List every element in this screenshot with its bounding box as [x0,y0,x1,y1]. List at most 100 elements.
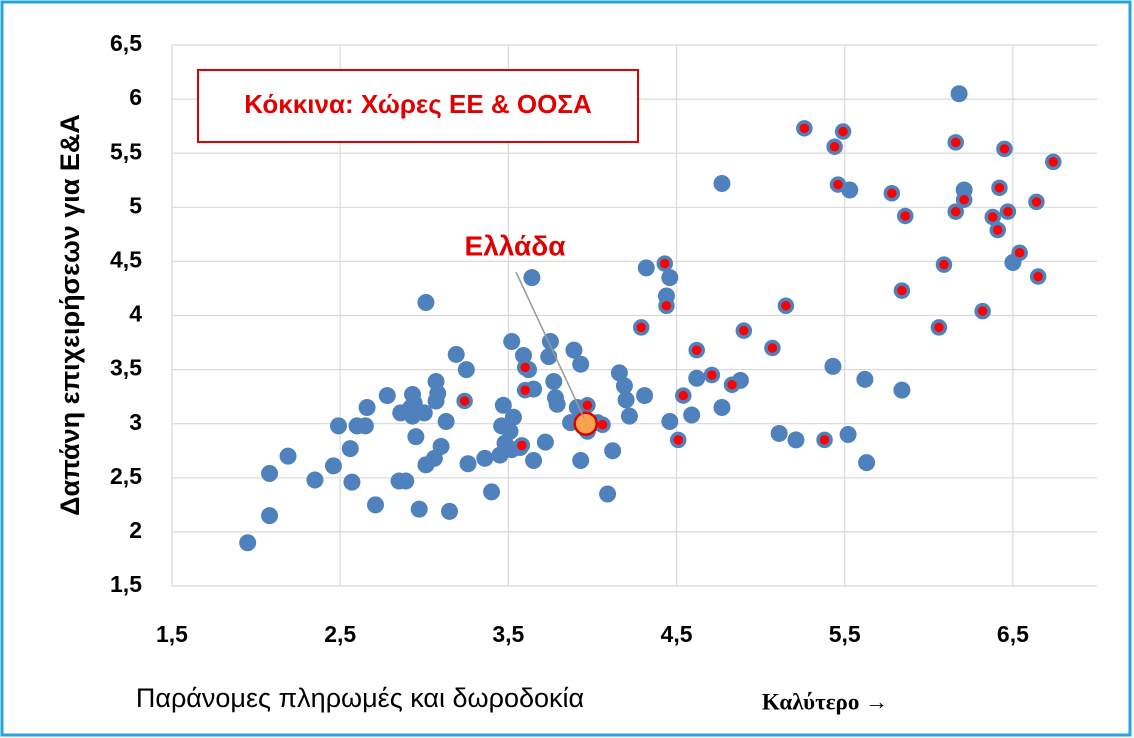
point [516,359,534,376]
point [358,398,376,416]
point [503,332,521,350]
point [437,413,455,431]
point [950,85,968,103]
point [723,376,741,393]
point [356,417,374,435]
point [713,174,731,192]
x-tick-label: 2,5 [324,621,356,647]
x-tick-label: 6,5 [997,621,1029,647]
point [636,387,654,405]
annotation-line [515,271,585,419]
point [661,413,679,431]
point [536,433,554,451]
point [261,507,279,525]
point [947,134,964,151]
x-tick-label: 1,5 [156,621,188,647]
point [545,373,563,391]
point [935,256,953,273]
point [816,431,833,449]
point [1011,244,1028,261]
point [999,203,1017,220]
point [324,457,342,475]
point [330,417,347,435]
point [897,207,914,225]
point [513,437,531,454]
point [279,447,297,465]
point [735,322,753,339]
point [476,449,494,467]
point [632,319,650,336]
point [661,269,679,287]
point [777,297,795,315]
point [688,369,706,387]
point [407,428,425,446]
point [683,406,701,424]
x-tick-label: 4,5 [661,621,693,647]
point [1045,153,1062,171]
point [839,426,857,444]
point [984,208,1001,226]
point [572,355,590,373]
point [261,464,279,482]
point [787,431,805,449]
point [974,302,991,320]
point [1028,193,1045,211]
point [764,339,781,357]
point [523,269,541,287]
point [893,381,911,399]
point [579,397,596,414]
y-tick-label: 3,5 [110,355,142,381]
point [858,454,876,472]
y-tick-label: 3 [129,409,142,435]
point [378,387,396,405]
y-tick-label: 4,5 [110,246,142,272]
point [826,138,843,155]
point [713,398,731,416]
point [856,370,874,388]
point [615,377,633,395]
point [501,422,519,440]
point [930,319,948,336]
y-tick-label: 2,5 [110,463,142,489]
greece-label: Ελλάδα [465,230,566,261]
point [617,391,635,409]
note: Κόκκινα: Χώρες ΕΕ & ΟΟΣΑ [244,89,592,119]
point [955,191,973,208]
point [432,437,450,455]
point [456,392,473,410]
point [341,440,359,458]
x-tick-label: 3,5 [492,621,524,647]
point [669,431,687,449]
point [367,496,384,514]
better-annotation: Καλύτερο → [762,689,888,714]
point [483,483,501,501]
point [573,411,598,436]
point [599,485,617,503]
point [829,176,847,193]
point [504,408,522,426]
point [883,184,901,202]
x-axis-label: Παράνομες πληρωμές και δωροδοκία [136,683,584,713]
point [239,534,257,552]
y-tick-label: 6,5 [110,30,142,56]
point [824,357,842,375]
y-tick-label: 1,5 [110,571,142,597]
point [397,472,415,490]
point [447,345,465,363]
y-tick-label: 5 [129,192,142,218]
point [991,179,1008,197]
point [565,341,583,359]
point [947,203,964,220]
y-tick-label: 6 [129,84,142,110]
point [796,120,813,137]
point [675,387,692,404]
point [658,297,675,315]
point [516,381,534,399]
point [637,259,655,277]
point [594,416,611,434]
point [343,473,361,491]
point [834,123,852,140]
point [703,366,721,384]
point [441,502,458,520]
point [548,395,566,413]
